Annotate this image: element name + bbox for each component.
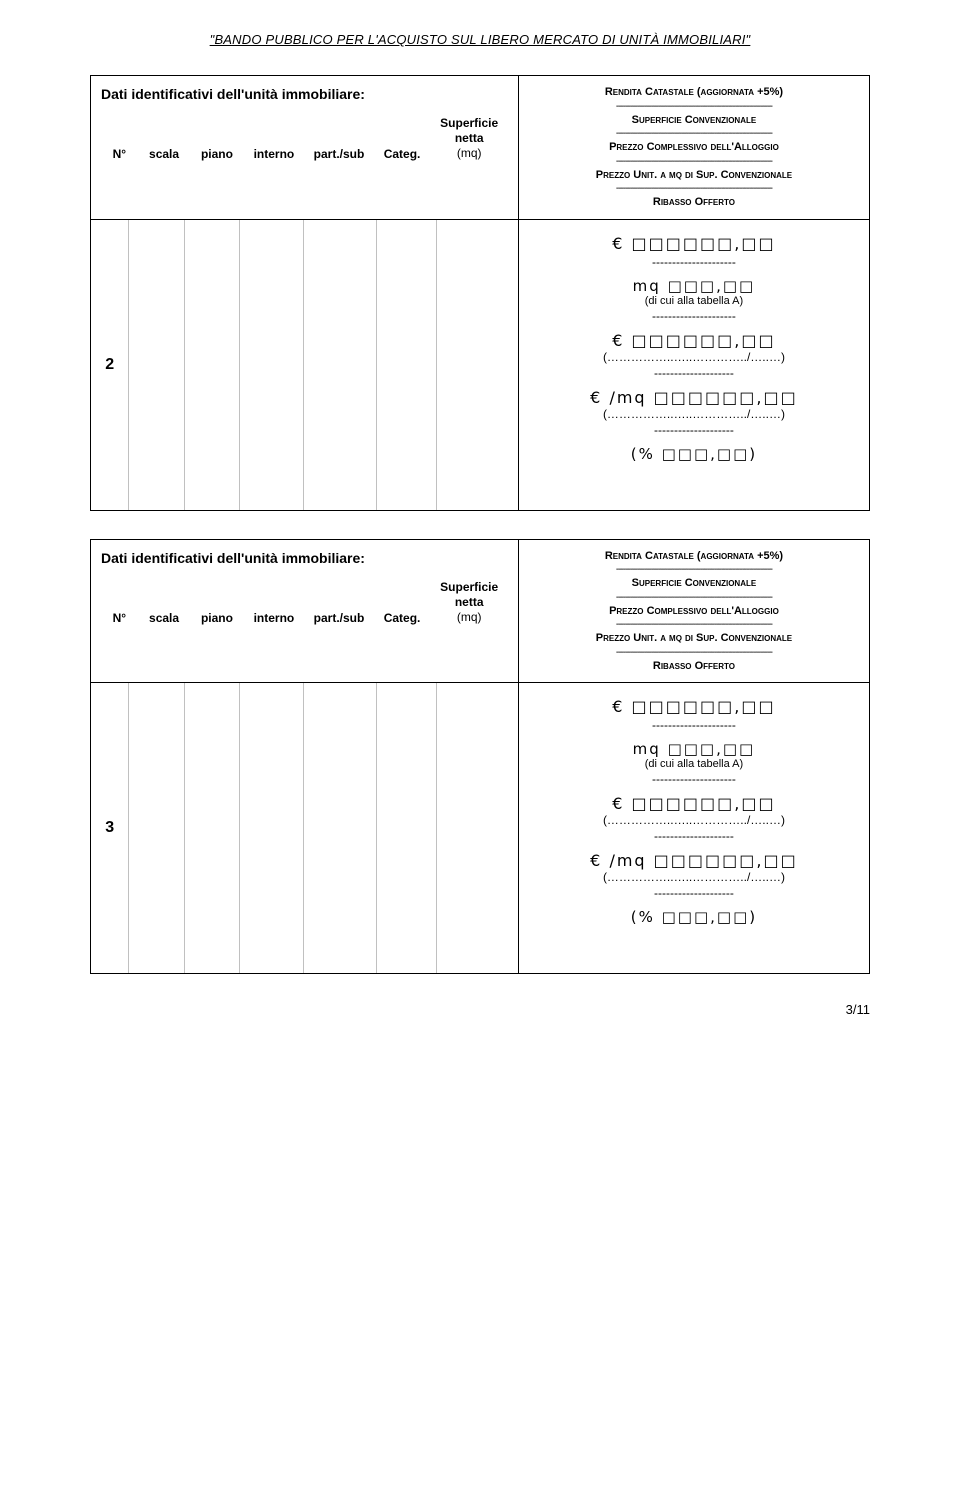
unit-block: Dati identificativi dell'unità immobilia… xyxy=(90,539,870,975)
col-sup-l2: netta xyxy=(455,131,484,145)
val-eurmq: € /mq □□□□□□,□□ xyxy=(529,388,859,407)
val-euro2: € □□□□□□,□□ xyxy=(529,794,859,813)
cell-scala xyxy=(129,220,184,510)
body-left: 3 xyxy=(91,683,519,973)
val-pct: (% □□□,□□) xyxy=(529,908,859,926)
r-rendita: Rendita Catastale (aggiornata +5%) xyxy=(529,84,859,101)
r-sep: ----------------------------------------… xyxy=(529,592,859,603)
col-scala: scala xyxy=(138,145,191,163)
val-dash: --------------------- xyxy=(529,772,859,786)
r-prezzo-compl: Prezzo Complessivo dell'Alloggio xyxy=(529,603,859,620)
r-sep: ----------------------------------------… xyxy=(529,156,859,167)
block-header-right: Rendita Catastale (aggiornata +5%) -----… xyxy=(519,540,869,683)
val-dotted: (……………..…..…………../…..…) xyxy=(529,813,859,827)
r-sep: ----------------------------------------… xyxy=(529,183,859,194)
page: "BANDO PUBBLICO PER L'ACQUISTO SUL LIBER… xyxy=(0,0,960,1057)
cell-superficie xyxy=(437,683,518,973)
block-body: 3 € □□□□□□,□□ --------------------- mq □… xyxy=(91,683,869,973)
col-superficie: Superficie netta (mq) xyxy=(431,114,508,163)
col-sup-l1: Superficie xyxy=(440,580,498,594)
val-euro: € □□□□□□,□□ xyxy=(529,234,859,253)
val-dotted: (……………..…..…………../…..…) xyxy=(529,407,859,421)
r-ribasso: Ribasso Offerto xyxy=(529,658,859,675)
dati-title: Dati identificativi dell'unità immobilia… xyxy=(101,550,508,566)
col-sup-l3: (mq) xyxy=(457,610,482,624)
val-dash: --------------------- xyxy=(529,718,859,732)
block-header-right: Rendita Catastale (aggiornata +5%) -----… xyxy=(519,76,869,219)
val-dotted: (……………..…..…………../…..…) xyxy=(529,870,859,884)
col-superficie: Superficie netta (mq) xyxy=(431,578,508,627)
col-n: N° xyxy=(101,145,138,163)
val-euro2: € □□□□□□,□□ xyxy=(529,331,859,350)
r-superficie: Superficie Convenzionale xyxy=(529,112,859,129)
val-tabella: (di cui alla tabella A) xyxy=(529,758,859,770)
r-superficie: Superficie Convenzionale xyxy=(529,575,859,592)
col-scala: scala xyxy=(138,609,191,627)
col-piano: piano xyxy=(191,609,244,627)
cell-interno xyxy=(240,220,304,510)
r-sep: ----------------------------------------… xyxy=(529,128,859,139)
body-right: € □□□□□□,□□ --------------------- mq □□□… xyxy=(519,220,869,510)
column-headers: N° scala piano interno part./sub Categ. … xyxy=(101,578,508,627)
column-headers: N° scala piano interno part./sub Categ. … xyxy=(101,114,508,163)
r-sep: ----------------------------------------… xyxy=(529,647,859,658)
val-dash: -------------------- xyxy=(529,423,859,437)
r-sep: ----------------------------------------… xyxy=(529,564,859,575)
col-categ: Categ. xyxy=(374,609,431,627)
col-categ: Categ. xyxy=(374,145,431,163)
unit-block: Dati identificativi dell'unità immobilia… xyxy=(90,75,870,511)
val-mq: mq □□□,□□ xyxy=(529,740,859,758)
val-dash: -------------------- xyxy=(529,829,859,843)
r-prezzo-compl: Prezzo Complessivo dell'Alloggio xyxy=(529,139,859,156)
dati-title: Dati identificativi dell'unità immobilia… xyxy=(101,86,508,102)
cell-partsub xyxy=(304,220,377,510)
col-sup-l2: netta xyxy=(455,595,484,609)
r-ribasso: Ribasso Offerto xyxy=(529,194,859,211)
val-dash: --------------------- xyxy=(529,309,859,323)
r-prezzo-unit: Prezzo Unit. a mq di Sup. Convenzionale xyxy=(529,167,859,184)
r-prezzo-unit: Prezzo Unit. a mq di Sup. Convenzionale xyxy=(529,630,859,647)
val-eurmq: € /mq □□□□□□,□□ xyxy=(529,851,859,870)
col-interno: interno xyxy=(243,145,304,163)
row-number: 2 xyxy=(91,220,129,510)
cell-interno xyxy=(240,683,304,973)
row-number: 3 xyxy=(91,683,129,973)
col-piano: piano xyxy=(191,145,244,163)
body-left: 2 xyxy=(91,220,519,510)
col-n: N° xyxy=(101,609,138,627)
cell-piano xyxy=(185,683,240,973)
cell-partsub xyxy=(304,683,377,973)
block-header-left: Dati identificativi dell'unità immobilia… xyxy=(91,76,519,219)
r-sep: ----------------------------------------… xyxy=(529,619,859,630)
block-header-row: Dati identificativi dell'unità immobilia… xyxy=(91,540,869,684)
val-dash: --------------------- xyxy=(529,255,859,269)
val-pct: (% □□□,□□) xyxy=(529,445,859,463)
r-rendita: Rendita Catastale (aggiornata +5%) xyxy=(529,548,859,565)
r-sep: ----------------------------------------… xyxy=(529,101,859,112)
cell-piano xyxy=(185,220,240,510)
val-dash: -------------------- xyxy=(529,886,859,900)
body-right: € □□□□□□,□□ --------------------- mq □□□… xyxy=(519,683,869,973)
cell-scala xyxy=(129,683,184,973)
val-dash: -------------------- xyxy=(529,366,859,380)
block-header-row: Dati identificativi dell'unità immobilia… xyxy=(91,76,869,220)
col-partsub: part./sub xyxy=(304,145,373,163)
col-sup-l3: (mq) xyxy=(457,146,482,160)
block-header-left: Dati identificativi dell'unità immobilia… xyxy=(91,540,519,683)
page-number: 3/11 xyxy=(90,1002,870,1017)
col-sup-l1: Superficie xyxy=(440,116,498,130)
cell-categ xyxy=(377,683,437,973)
val-tabella: (di cui alla tabella A) xyxy=(529,295,859,307)
col-partsub: part./sub xyxy=(304,609,373,627)
val-mq: mq □□□,□□ xyxy=(529,277,859,295)
col-interno: interno xyxy=(243,609,304,627)
document-header: "BANDO PUBBLICO PER L'ACQUISTO SUL LIBER… xyxy=(90,32,870,47)
block-body: 2 € □□□□□□,□□ --------------------- mq □… xyxy=(91,220,869,510)
val-dotted: (……………..…..…………../…..…) xyxy=(529,350,859,364)
val-euro: € □□□□□□,□□ xyxy=(529,697,859,716)
cell-superficie xyxy=(437,220,518,510)
cell-categ xyxy=(377,220,437,510)
